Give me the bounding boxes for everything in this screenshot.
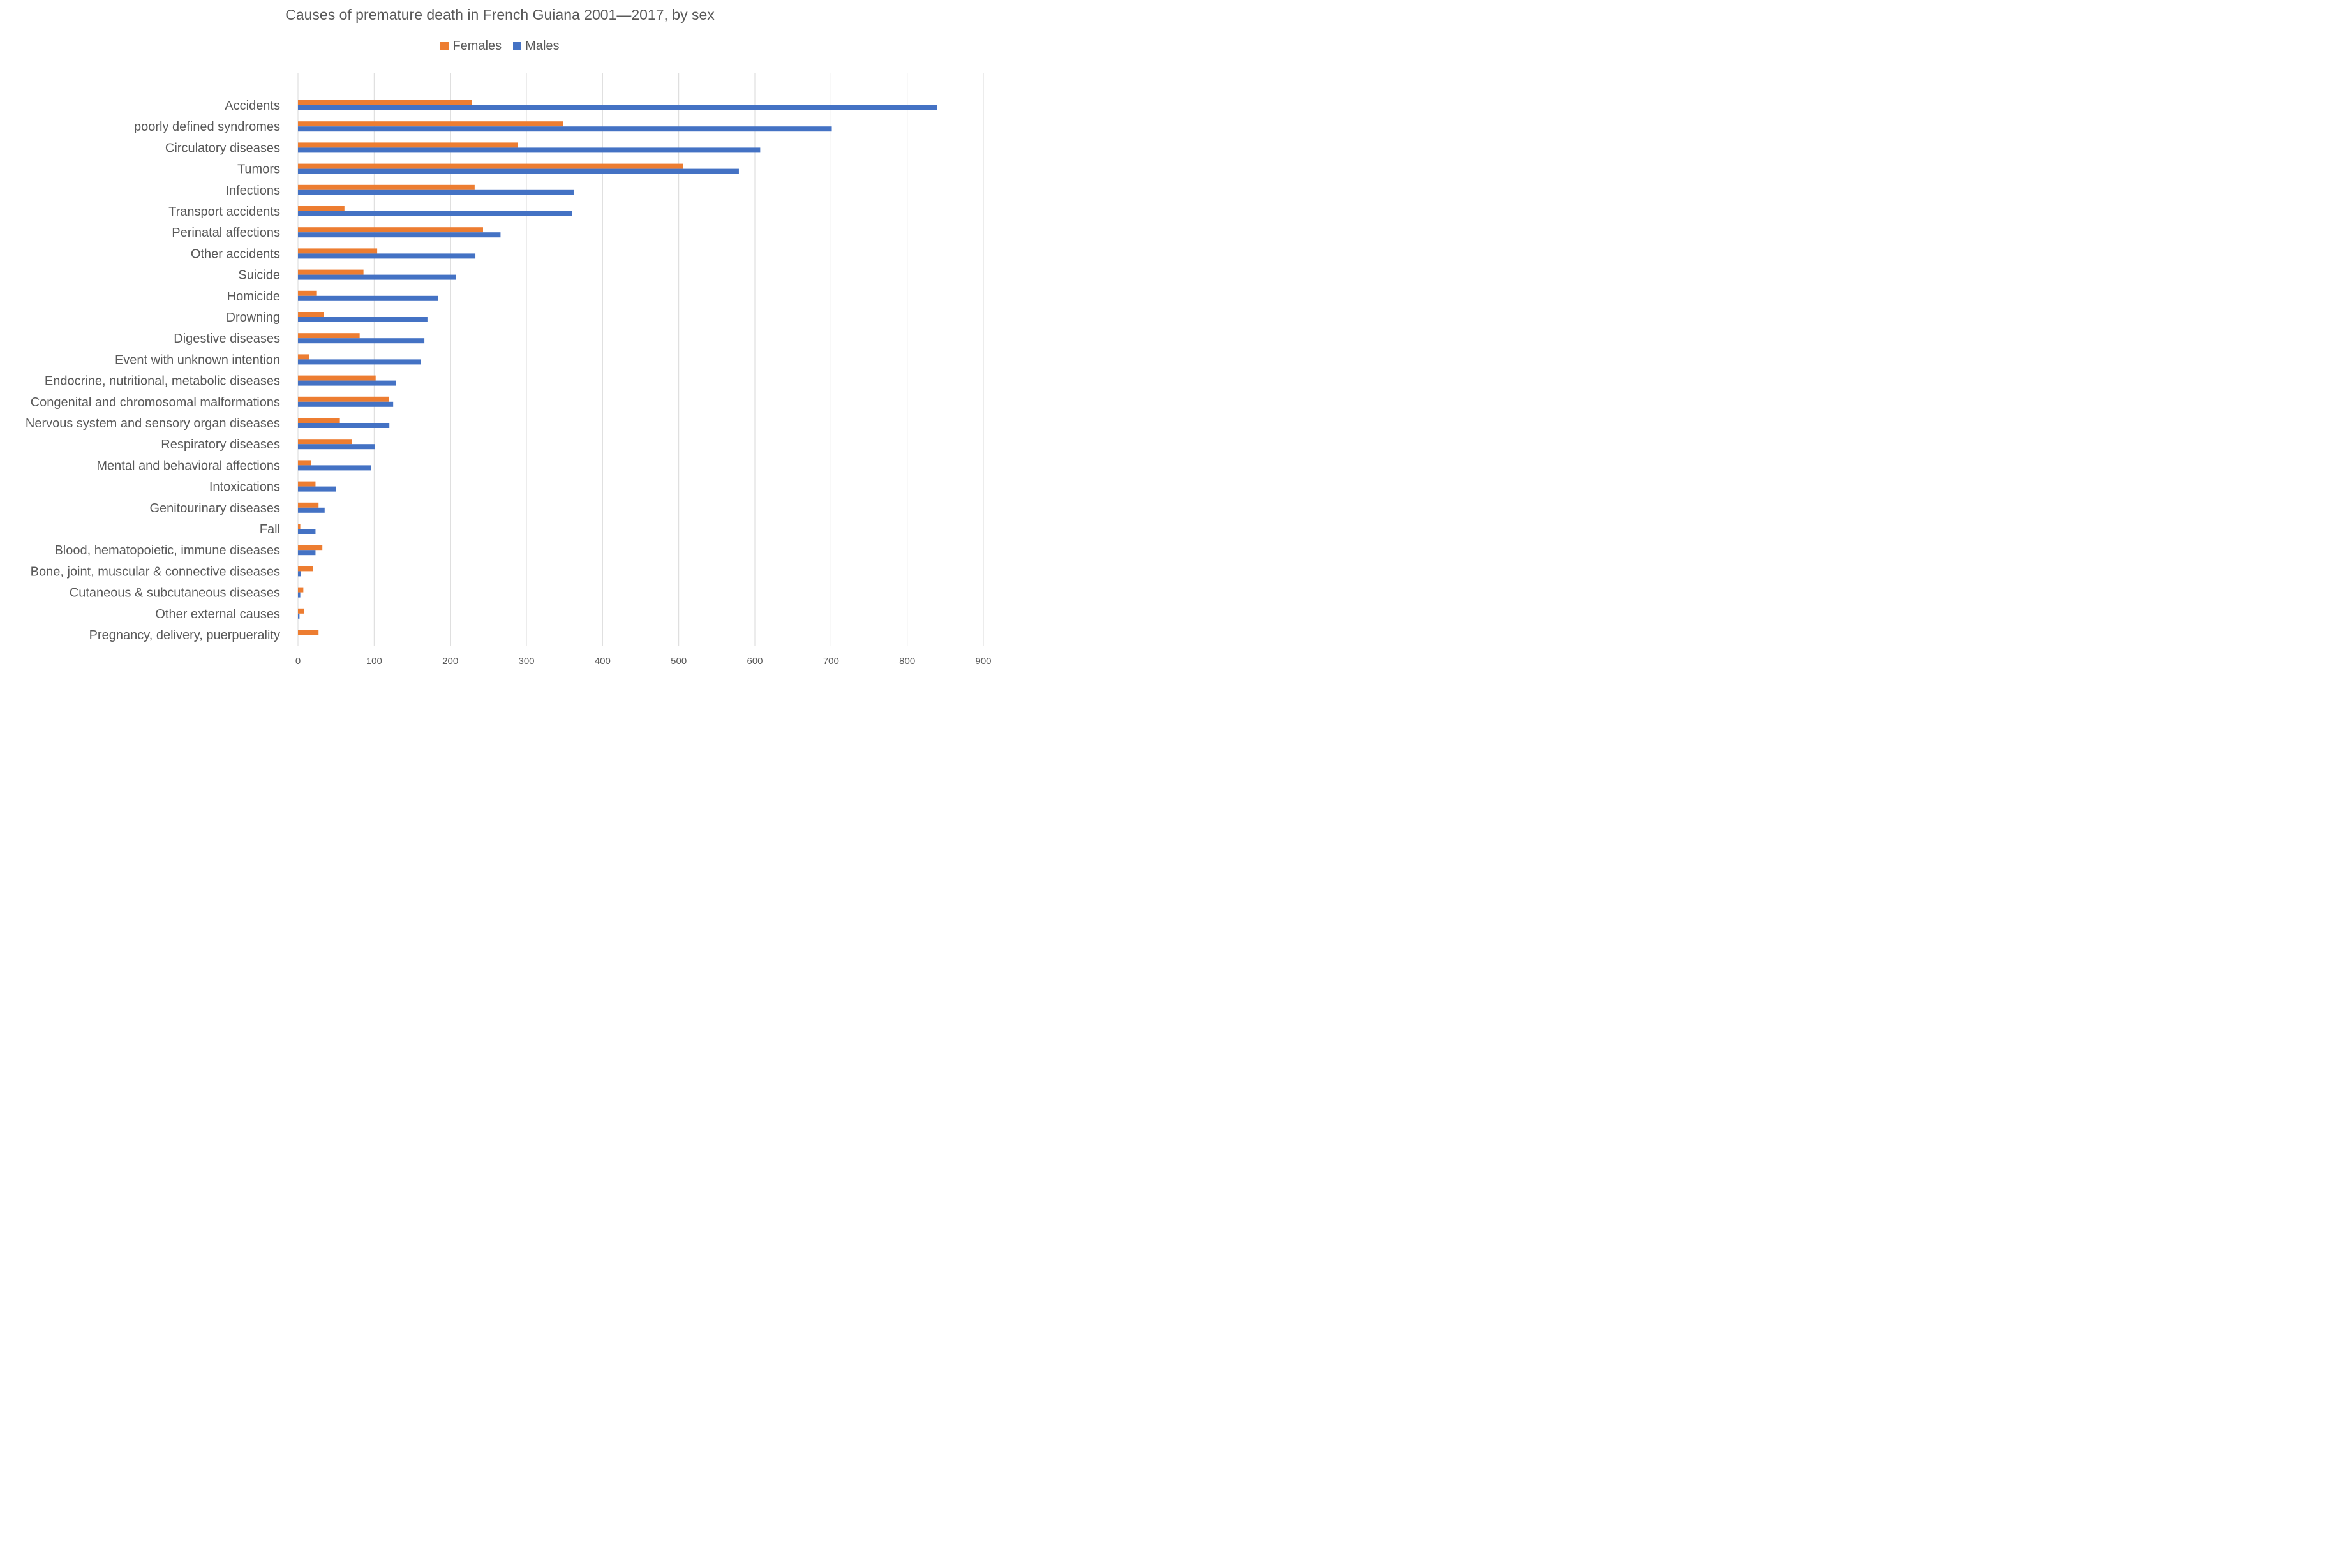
bar-males-1 xyxy=(298,126,832,132)
bar-females-16 xyxy=(298,439,352,445)
category-label: Pregnancy, delivery, puerpuerality xyxy=(89,628,280,642)
bar-females-9 xyxy=(298,290,317,296)
category-label: Other external causes xyxy=(155,607,280,621)
category-label: Fall xyxy=(260,522,280,536)
bar-females-23 xyxy=(298,587,304,593)
category-label: Circulatory diseases xyxy=(165,141,280,155)
bar-females-14 xyxy=(298,396,389,402)
bar-males-7 xyxy=(298,253,476,259)
legend-label-females: Females xyxy=(452,39,502,53)
chart-container: Causes of premature death in French Guia… xyxy=(0,0,1000,672)
bar-females-17 xyxy=(298,460,311,466)
bar-females-22 xyxy=(298,566,313,572)
category-label: Accidents xyxy=(225,99,280,113)
category-label: Event with unknown intention xyxy=(115,353,280,367)
bar-females-8 xyxy=(298,269,364,275)
bar-males-24 xyxy=(298,613,300,619)
category-label: Blood, hematopoietic, immune diseases xyxy=(54,544,280,558)
x-tick-label-100: 100 xyxy=(366,656,382,667)
bar-males-10 xyxy=(298,317,428,322)
legend-swatch-males xyxy=(513,42,522,50)
category-label: Perinatal affections xyxy=(172,226,280,240)
category-label: Nervous system and sensory organ disease… xyxy=(26,417,280,431)
bar-females-1 xyxy=(298,121,563,127)
bar-males-18 xyxy=(298,486,336,492)
bar-females-2 xyxy=(298,142,518,148)
bar-females-25 xyxy=(298,630,319,635)
bar-males-5 xyxy=(298,211,572,216)
category-label: Transport accidents xyxy=(168,205,280,219)
x-tick-label-600: 600 xyxy=(747,656,763,667)
bar-males-17 xyxy=(298,465,371,471)
legend-label-males: Males xyxy=(525,39,560,53)
bar-females-12 xyxy=(298,354,309,360)
plot-area: 0 100 200 300 400 500 600 700 800 900 Accidents poo… xyxy=(26,73,992,667)
bar-females-20 xyxy=(298,524,301,529)
bar-males-8 xyxy=(298,274,456,280)
legend-item-females: Females xyxy=(440,39,502,54)
bar-females-11 xyxy=(298,333,360,339)
bar-males-15 xyxy=(298,423,390,428)
bar-males-22 xyxy=(298,571,301,577)
x-tick-label-400: 400 xyxy=(595,656,611,667)
bar-females-6 xyxy=(298,227,483,233)
bar-females-24 xyxy=(298,608,304,614)
category-label: Other accidents xyxy=(191,247,280,261)
bar-females-7 xyxy=(298,248,378,254)
bar-males-12 xyxy=(298,359,421,365)
bar-males-19 xyxy=(298,507,325,513)
bar-males-3 xyxy=(298,168,739,174)
category-label: Genitourinary diseases xyxy=(149,501,280,515)
legend: Females Males xyxy=(0,39,1000,54)
bar-females-0 xyxy=(298,100,472,105)
x-tick-label-800: 800 xyxy=(899,656,915,667)
category-label: Infections xyxy=(225,184,280,198)
x-tick-label-200: 200 xyxy=(442,656,458,667)
category-label: Mental and behavioral affections xyxy=(96,459,280,473)
bar-females-3 xyxy=(298,163,683,169)
category-label: Respiratory diseases xyxy=(161,438,280,452)
category-label: Suicide xyxy=(238,269,280,283)
x-tick-label-300: 300 xyxy=(518,656,534,667)
bar-females-18 xyxy=(298,481,316,487)
category-label: Bone, joint, muscular & connective disea… xyxy=(31,565,280,579)
category-label: Congenital and chromosomal malformations xyxy=(31,396,280,410)
bar-females-5 xyxy=(298,206,345,211)
bar-males-11 xyxy=(298,338,425,344)
chart-title: Causes of premature death in French Guia… xyxy=(285,6,715,23)
bar-females-19 xyxy=(298,502,319,508)
category-label: poorly defined syndromes xyxy=(134,120,280,134)
bar-males-23 xyxy=(298,592,301,598)
bar-males-4 xyxy=(298,189,574,195)
bar-males-2 xyxy=(298,147,761,153)
bar-females-4 xyxy=(298,184,475,190)
bar-males-9 xyxy=(298,295,438,301)
bar-males-13 xyxy=(298,380,396,386)
bar-females-10 xyxy=(298,312,324,317)
bar-males-0 xyxy=(298,105,937,110)
category-label: Digestive diseases xyxy=(174,332,280,346)
legend-item-males: Males xyxy=(513,39,560,54)
bar-males-20 xyxy=(298,529,316,534)
category-label: Homicide xyxy=(227,290,280,304)
x-tick-label-900: 900 xyxy=(975,656,991,667)
x-tick-label-700: 700 xyxy=(823,656,839,667)
bar-females-15 xyxy=(298,418,340,423)
category-label: Tumors xyxy=(237,163,280,177)
x-tick-label-500: 500 xyxy=(671,656,687,667)
category-label: Endocrine, nutritional, metabolic diseas… xyxy=(45,374,280,388)
bar-males-14 xyxy=(298,401,394,407)
bar-females-13 xyxy=(298,375,376,381)
legend-swatch-females xyxy=(440,42,449,50)
category-label: Cutaneous & subcutaneous diseases xyxy=(70,586,280,600)
bar-males-6 xyxy=(298,232,501,238)
bar-males-21 xyxy=(298,550,316,556)
x-tick-label-0: 0 xyxy=(295,656,301,667)
category-label: Intoxications xyxy=(209,480,280,494)
category-label: Drowning xyxy=(227,311,280,325)
bar-females-21 xyxy=(298,545,323,551)
bar-males-16 xyxy=(298,444,375,450)
